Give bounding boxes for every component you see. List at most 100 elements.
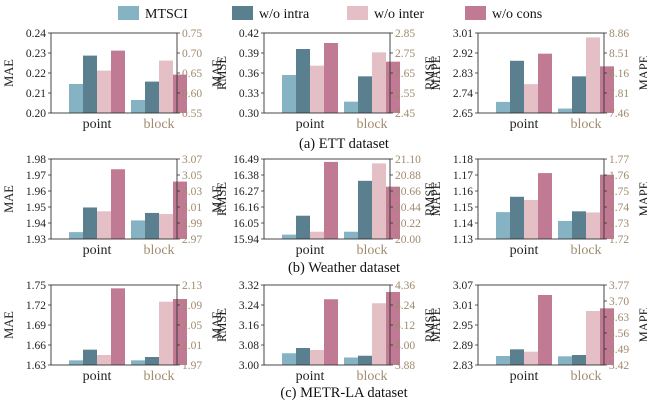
left-tick-label: 2.65: [453, 108, 473, 120]
left-tick-label: 1.13: [453, 234, 473, 246]
right-tick-label: 2.01: [182, 340, 202, 352]
bar-wo-inter-block: [372, 52, 386, 113]
bar-mtsci-point: [282, 234, 296, 239]
y-axis-label: RMSE: [215, 182, 229, 216]
caption-metr-la: (c) METR-LA dataset: [280, 385, 407, 401]
left-tick-label: 0.30: [239, 108, 259, 120]
right-tick-label: 4.00: [395, 340, 415, 352]
bar-wo-cons-block: [600, 66, 614, 113]
category-label-block: block: [570, 117, 601, 132]
bar-mtsci-block: [558, 356, 572, 365]
right-tick-label: 4.12: [395, 320, 415, 332]
bar-wo-intra-block: [358, 355, 372, 365]
bar-wo-intra-point: [510, 349, 524, 365]
left-tick-label: 1.75: [26, 280, 46, 292]
bar-wo-inter-point: [524, 84, 538, 113]
category-label-point: point: [296, 243, 325, 258]
right-tick-label: 3.63: [609, 312, 629, 324]
left-tick-label: 1.63: [26, 360, 46, 372]
left-tick-label: 2.89: [453, 340, 473, 352]
category-label-block: block: [570, 369, 601, 384]
legend: MTSCI w/o intra w/o inter w/o cons: [118, 6, 542, 22]
bar-mtsci-block: [558, 220, 572, 239]
right-tick-label: 0.70: [182, 48, 202, 60]
y-axis-label: RMSE: [215, 56, 229, 90]
bar-wo-intra-block: [145, 81, 159, 113]
right-tick-label: 20.88: [395, 170, 421, 182]
bar-wo-cons-block: [173, 299, 187, 365]
plot-frame: [50, 158, 178, 240]
bar-wo-inter-point: [310, 231, 324, 239]
left-tick-label: 16.05: [233, 218, 259, 230]
left-tick-label: 3.01: [453, 300, 473, 312]
category-label-block: block: [356, 117, 387, 132]
left-tick-label: 3.32: [239, 280, 259, 292]
bar-wo-cons-block: [386, 292, 400, 365]
panel-2-2: 2.83 2.89 2.95 3.01 3.07 3.42 3.49 3.56 3.63 3.70…: [429, 280, 647, 384]
bar-wo-inter-block: [372, 163, 386, 239]
bar-mtsci-block: [344, 101, 358, 113]
panel-0-0: 0.20 0.21 0.22 0.23 0.24 0.55 0.60 0.65 0.70 0.75…: [2, 28, 224, 132]
category-label-point: point: [510, 369, 539, 384]
bar-wo-inter-point: [310, 65, 324, 113]
bar-wo-cons-point: [538, 53, 552, 113]
left-tick-label: 0.33: [239, 88, 259, 100]
category-label-point: point: [83, 369, 112, 384]
bar-wo-cons-point: [324, 43, 338, 113]
bar-wo-cons-point: [324, 161, 338, 239]
left-tick-label: 1.18: [453, 154, 473, 166]
left-tick-label: 2.74: [453, 88, 473, 100]
left-tick-label: 3.24: [239, 300, 259, 312]
left-tick-label: 1.98: [26, 154, 46, 166]
panel-1-0: 1.93 1.94 1.95 1.96 1.97 1.98 2.97 2.99 3.01 3.03…: [2, 154, 224, 258]
bar-mtsci-point: [496, 101, 510, 113]
bar-wo-inter-point: [97, 70, 111, 113]
bar-wo-intra-block: [145, 357, 159, 365]
y-axis-label: MAE: [2, 59, 16, 87]
panel-0-1: 0.30 0.33 0.36 0.39 0.42 2.45 2.55 2.65 2.75 2.85…: [215, 28, 437, 132]
legend-swatch-mtsci: [118, 6, 139, 20]
legend-label-wo-intra: w/o intra: [259, 7, 310, 22]
right-tick-label: 1.97: [182, 360, 202, 372]
left-tick-label: 2.83: [453, 360, 473, 372]
left-tick-label: 0.22: [26, 68, 46, 80]
right-tick-label: 20.66: [395, 186, 421, 198]
left-tick-label: 3.01: [453, 28, 473, 40]
left-tick-label: 1.96: [26, 186, 46, 198]
left-tick-label: 0.24: [26, 28, 46, 40]
right-tick-label: 20.44: [395, 202, 421, 214]
right-tick-label: 0.75: [182, 28, 202, 40]
bar-wo-intra-point: [296, 49, 310, 113]
left-tick-label: 0.39: [239, 48, 259, 60]
y2-axis-label: MAPE: [637, 307, 647, 342]
right-tick-label: 2.75: [395, 48, 415, 60]
bar-wo-inter-block: [372, 303, 386, 365]
category-label-point: point: [296, 369, 325, 384]
right-tick-label: 2.85: [395, 28, 415, 40]
legend-swatch-wo-cons: [465, 6, 486, 20]
bar-wo-cons-point: [111, 169, 125, 239]
legend-label-wo-inter: w/o inter: [374, 7, 424, 22]
bar-wo-cons-point: [324, 299, 338, 365]
right-tick-label: 3.88: [395, 360, 415, 372]
category-label-block: block: [570, 243, 601, 258]
right-tick-label: 0.55: [182, 108, 202, 120]
left-tick-label: 1.69: [26, 320, 46, 332]
bar-mtsci-point: [69, 360, 83, 365]
left-tick-label: 1.15: [453, 202, 473, 214]
y2-axis-label: MAPE: [637, 181, 647, 216]
bar-wo-cons-point: [538, 295, 552, 365]
bar-wo-inter-point: [524, 351, 538, 365]
bar-mtsci-point: [282, 353, 296, 365]
bar-wo-inter-block: [159, 60, 173, 113]
left-tick-label: 3.07: [453, 280, 473, 292]
left-tick-label: 1.97: [26, 170, 46, 182]
panel-2-0: 1.63 1.66 1.69 1.72 1.75 1.97 2.01 2.05 2.09 2.13…: [2, 280, 224, 384]
bar-wo-cons-point: [111, 288, 125, 365]
right-tick-label: 7.46: [609, 108, 629, 120]
right-tick-label: 0.60: [182, 88, 202, 100]
right-tick-label: 3.01: [182, 202, 202, 214]
right-tick-label: 20.22: [395, 218, 421, 230]
right-tick-label: 2.65: [395, 68, 415, 80]
right-tick-label: 2.45: [395, 108, 415, 120]
